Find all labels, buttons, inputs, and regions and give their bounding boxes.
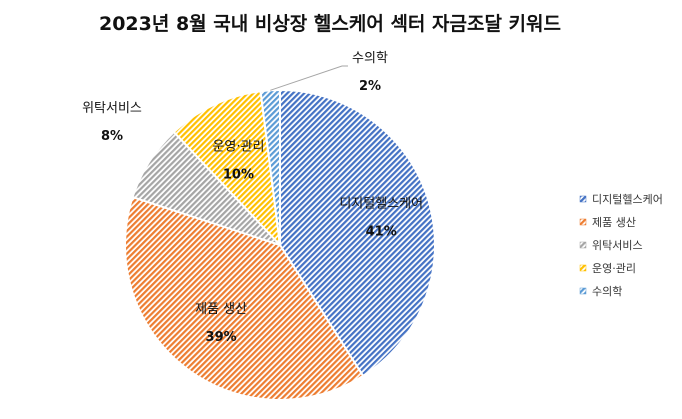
slice-value-label-1: 39%: [206, 330, 237, 345]
slice-labels: 디지털헬스케어 41% 제품 생산 39% 위탁서비스 8% 운영·관리 10% 수의학 2%: [82, 51, 423, 345]
legend-label-0: 디지털헬스케어: [592, 193, 663, 206]
slice-label-1: 제품 생산: [195, 302, 247, 317]
slice-label-2: 위탁서비스: [82, 101, 142, 116]
pie-slices: [124, 88, 436, 401]
slice-value-label-3: 10%: [223, 167, 254, 182]
slice-1: [124, 195, 365, 401]
slice-3: [172, 90, 282, 248]
legend-swatch-0: [579, 195, 587, 203]
chart-title: 2023년 8월 국내 비상장 헬스케어 섹터 자금조달 키워드: [99, 13, 561, 35]
legend-label-1: 제품 생산: [592, 216, 636, 229]
leader-lines: [270, 65, 348, 91]
slice-value-label-2: 8%: [101, 129, 123, 144]
leader-line-4: [270, 65, 348, 91]
slice-4: [259, 88, 281, 246]
legend-label-2: 위탁서비스: [592, 239, 643, 252]
legend-label-4: 수의학: [592, 285, 622, 298]
legend-swatch-3: [579, 264, 587, 272]
slice-value-label-0: 41%: [366, 225, 397, 240]
legend-swatch-2: [579, 241, 587, 249]
slice-value-label-4: 2%: [359, 79, 381, 94]
legend-swatch-4: [579, 287, 587, 295]
legend-swatch-1: [579, 218, 587, 226]
legend-label-3: 운영·관리: [592, 262, 636, 275]
slice-label-3: 운영·관리: [212, 139, 264, 154]
slice-label-0: 디지털헬스케어: [339, 197, 423, 212]
slice-label-4: 수의학: [352, 51, 388, 66]
